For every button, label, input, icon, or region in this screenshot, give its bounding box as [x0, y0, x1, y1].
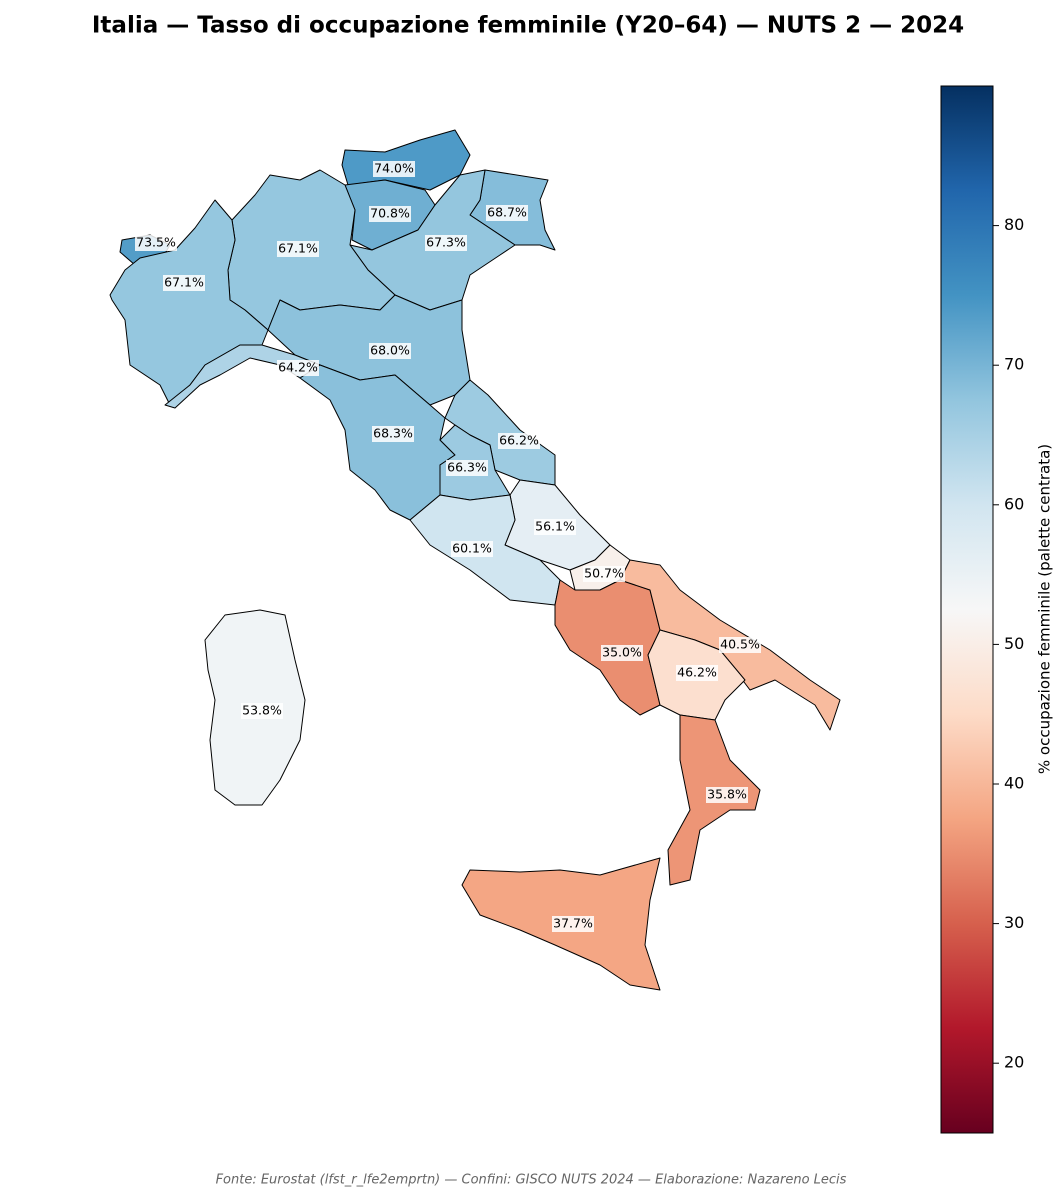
label-box — [583, 566, 625, 582]
region-value-label: 67.3% — [426, 235, 466, 250]
map-title: Italia — Tasso di occupazione femminile … — [92, 13, 964, 39]
region-value-label: 70.8% — [370, 206, 410, 221]
colorbar-tick-label: 80 — [1004, 215, 1024, 234]
region-value-label: 67.1% — [164, 275, 204, 290]
label-box — [241, 703, 283, 719]
colorbar-tick-label: 40 — [1004, 774, 1024, 793]
region-value-label: 37.7% — [553, 916, 593, 931]
label-box — [446, 460, 488, 476]
label-box — [277, 360, 319, 376]
region-value-label: 66.2% — [499, 433, 539, 448]
label-box — [425, 235, 467, 251]
region — [109, 199, 269, 406]
label-box — [451, 541, 493, 557]
label-box — [135, 235, 177, 251]
region-value-label: 66.3% — [447, 460, 487, 475]
colorbar — [940, 85, 994, 1134]
region-value-label: 64.2% — [278, 360, 318, 375]
region-value-label: 68.3% — [373, 426, 413, 441]
region-value-label: 68.0% — [370, 343, 410, 358]
region-value-label: 68.7% — [487, 205, 527, 220]
label-box — [486, 205, 528, 221]
colorbar-tick-label: 30 — [1004, 913, 1024, 932]
region-value-label: 56.1% — [535, 519, 575, 534]
label-box — [369, 343, 411, 359]
label-box — [706, 787, 748, 803]
region-value-label: 35.8% — [707, 787, 747, 802]
region-value-label: 67.1% — [278, 241, 318, 256]
label-box — [373, 161, 415, 177]
label-box — [277, 241, 319, 257]
region-value-label: 74.0% — [374, 161, 414, 176]
region-value-label: 46.2% — [677, 665, 717, 680]
region-labels: 74.0% 70.8% 68.7% 67.3% 73.5% 67.1% 67.1% 68.0%… — [135, 161, 761, 932]
regions — [109, 129, 841, 991]
region-value-label: 53.8% — [242, 703, 282, 718]
label-box — [372, 426, 414, 442]
colorbar-tick-label: 50 — [1004, 634, 1024, 653]
colorbar-tick-label: 70 — [1004, 355, 1024, 374]
colorbar-axis: 20 30 40 50 60 70 80 — [993, 215, 1024, 1072]
label-box — [369, 206, 411, 222]
label-box — [534, 519, 576, 535]
label-box — [498, 433, 540, 449]
label-box — [719, 637, 761, 653]
region-value-label: 40.5% — [720, 637, 760, 652]
label-box — [163, 275, 205, 291]
source-note: Fonte: Eurostat (lfst_r_lfe2emprtn) — Co… — [216, 1173, 847, 1188]
region-value-label: 73.5% — [136, 235, 176, 250]
label-box — [676, 665, 718, 681]
region-value-label: 60.1% — [452, 541, 492, 556]
region-value-label: 35.0% — [602, 645, 642, 660]
label-box — [601, 645, 643, 661]
label-box — [552, 916, 594, 932]
colorbar-label: % occupazione femminile (palette centrat… — [1036, 444, 1054, 774]
region-value-label: 50.7% — [584, 566, 624, 581]
colorbar-tick-label: 60 — [1004, 494, 1024, 513]
colorbar-tick-label: 20 — [1004, 1053, 1024, 1072]
